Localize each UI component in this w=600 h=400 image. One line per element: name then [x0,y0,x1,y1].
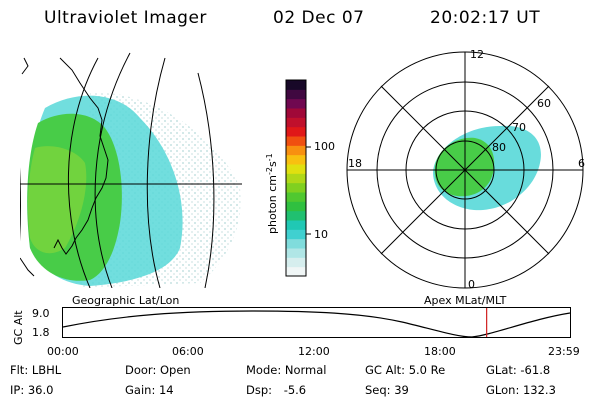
glat-info: GLat: -61.8 [486,363,551,377]
apex-panel-label: Apex MLat/MLT [424,294,507,307]
colorbar-segment [286,238,306,249]
dsp-info: Dsp: -5.6 [246,383,307,397]
colorbar-segment [286,182,306,193]
mlat-label-80: 80 [492,141,506,154]
colorbar-tick-10: 10 [314,228,328,241]
orbit-xtick-2359: 23:59 [548,345,580,358]
seq-info: Seq: 39 [365,383,409,397]
orbit-xtick-1200: 12:00 [298,345,330,358]
mlat-label-60: 60 [537,97,551,110]
gc-alt-info: GC Alt: 5.0 Re [365,363,446,377]
orbit-ylabel: GC Alt [12,310,25,345]
mlt-label-12: 12 [470,48,484,61]
polar-dial [346,51,584,289]
colorbar-segment [286,220,306,230]
geographic-panel-label: Geographic Lat/Lon [72,294,180,307]
orbit-ytick-max: 9.0 [32,307,50,320]
colorbar-segment [286,136,306,146]
geographic-image [20,52,242,288]
gain-info: Gain: 14 [125,383,174,397]
colorbar-segment [286,248,306,258]
colorbar-segment [286,229,306,240]
colorbar: photon cm-2s-1 [265,79,311,277]
orbit-xtick-1800: 18:00 [424,345,456,358]
door-info: Door: Open [125,363,191,377]
colorbar-segment [286,108,306,118]
colorbar-segment [286,80,306,90]
ip-info: IP: 36.0 [10,383,54,397]
colorbar-segment [286,126,306,137]
orbit-ytick-min: 1.8 [32,326,50,339]
colorbar-segment [286,266,306,277]
colorbar-segment [286,117,306,128]
colorbar-tick-100: 100 [314,140,335,153]
mlt-label-18: 18 [348,157,362,170]
mlt-label-0: 0 [468,278,475,291]
colorbar-unit-label: photon cm-2s-1 [265,153,279,234]
filter-info: Flt: LBHL [10,363,62,377]
orbit-plot [62,307,571,338]
colorbar-segment [286,173,306,184]
colorbar-segment [286,145,306,156]
colorbar-segment [286,89,306,100]
colorbar-segment [286,257,306,268]
mlat-label-70: 70 [512,121,526,134]
colorbar-segment [286,164,306,174]
orbit-xtick-0600: 06:00 [172,345,204,358]
time-label: 20:02:17 UT [430,8,541,28]
mlt-label-6: 6 [578,157,585,170]
glon-info: GLon: 132.3 [486,383,556,397]
app-title: Ultraviolet Imager [44,8,207,28]
orbit-xtick-0000: 00:00 [47,345,79,358]
colorbar-segment [286,154,306,165]
colorbar-segment [286,210,306,221]
colorbar-segment [286,192,306,202]
colorbar-segment [286,201,306,212]
mode-info: Mode: Normal [246,363,327,377]
colorbar-segment [286,98,306,109]
date-label: 02 Dec 07 [273,8,365,28]
